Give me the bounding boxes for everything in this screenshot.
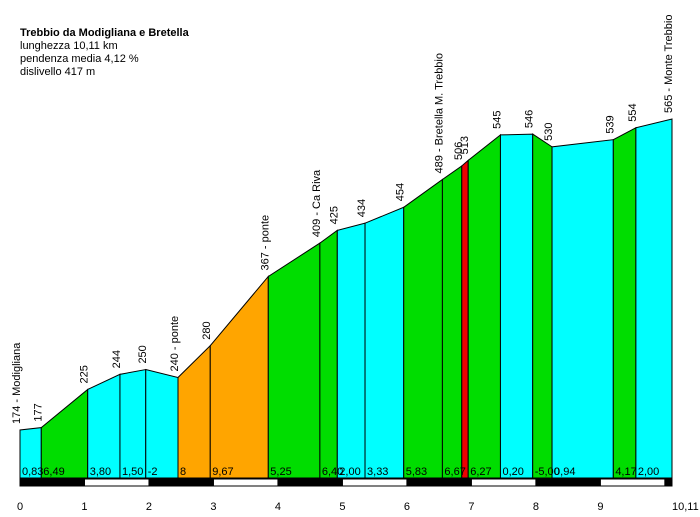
x-tick-label: 1 [81, 501, 87, 513]
x-tick-label: 6 [404, 501, 410, 513]
profile-segment [119, 368, 147, 479]
profile-segments [19, 118, 673, 479]
info-length: lunghezza 10,11 km [20, 40, 118, 52]
profile-segment [177, 344, 211, 479]
grade-label: 0,94 [554, 466, 575, 478]
axis-segment [277, 478, 343, 487]
axis-segment [148, 478, 214, 487]
info-elevation-gain: dislivello 417 m [20, 66, 96, 78]
grade-label: 6,27 [470, 466, 491, 478]
profile-segment [145, 368, 179, 479]
elevation-label: 425 [328, 206, 340, 224]
profile-segment [336, 222, 366, 479]
x-tick-label: 3 [210, 501, 216, 513]
elevation-label: 539 [604, 115, 616, 133]
grade-labels: 0,83 6,49 3,80 1,50 -2 8 9,67 5,25 6,402,00 3,33 5… [22, 466, 659, 478]
profile-segment [499, 133, 534, 479]
axis-segment [406, 478, 472, 487]
chart-title: Trebbio da Modigliana e Bretella [20, 27, 189, 39]
grade-label: 3,80 [90, 466, 111, 478]
x-tick-label: 5 [339, 501, 345, 513]
profile-info: Trebbio da Modigliana e Bretella lunghez… [20, 26, 190, 79]
profile-segment [403, 178, 443, 479]
elevation-label: 546 [524, 110, 536, 128]
axis-segment [212, 478, 279, 487]
profile-segment [364, 206, 405, 479]
elevation-label: 506 [453, 142, 465, 160]
elevation-label: 409 - Ca Riva [311, 169, 323, 237]
elevation-label: 225 [79, 365, 91, 383]
x-tick-label: 10,11 [672, 501, 699, 513]
profile-segment [461, 159, 469, 479]
distance-axis: 0 1 2 3 4 5 6 7 8 9 10,11 [17, 478, 699, 513]
profile-segment [612, 126, 637, 479]
x-tick-label: 8 [533, 501, 539, 513]
profile-segment [40, 388, 89, 479]
profile-segment [635, 118, 673, 479]
x-tick-label: 9 [597, 501, 603, 513]
elevation-label: 489 - Bretella M. Trebbio [433, 53, 445, 173]
grade-label: 6,49 [43, 466, 64, 478]
grade-label: 0,83 [22, 466, 43, 478]
x-tick-label: 2 [146, 501, 152, 513]
grade-label: 5,25 [270, 466, 291, 478]
profile-segment [267, 242, 321, 479]
info-gradient: pendenza media 4,12 % [20, 53, 139, 65]
profile-segment [87, 373, 121, 479]
elevation-label: 513 [459, 136, 471, 154]
elevation-label: 240 - ponte [169, 316, 181, 372]
axis-segment [83, 478, 150, 487]
grade-label: 9,67 [212, 466, 233, 478]
grade-label: 2,00 [339, 466, 360, 478]
elevation-labels: 174 - Modigliana 177 225 244 250 240 - ponte 2… [11, 15, 675, 424]
axis-segment [19, 478, 85, 487]
profile-segment [532, 133, 553, 479]
grade-label: 6,67 [444, 466, 465, 478]
x-tick-label: 7 [468, 501, 474, 513]
elevation-label: 244 [111, 350, 123, 368]
grade-label: -5,00 [535, 466, 560, 478]
elevation-label: 280 [201, 321, 213, 339]
grade-label: 5,83 [406, 466, 427, 478]
elevation-label: 177 [32, 403, 44, 421]
x-tick-label: 0 [17, 501, 23, 513]
elevation-label: 554 [627, 103, 639, 121]
axis-segment [535, 478, 601, 487]
elevation-label: 174 - Modigliana [11, 342, 23, 424]
axis-segment [664, 478, 673, 487]
x-tick-label: 4 [275, 501, 281, 513]
profile-segment [441, 164, 463, 479]
profile-segment [551, 139, 614, 479]
elevation-label: 367 - ponte [259, 215, 271, 271]
elevation-label: 454 [395, 183, 407, 201]
grade-label: 6,40 [322, 466, 343, 478]
axis-segment [341, 478, 408, 487]
profile-segment [209, 275, 269, 479]
grade-label: 0,20 [502, 466, 523, 478]
axis-segment [470, 478, 537, 487]
grade-label: -2 [148, 466, 158, 478]
axis-segment [599, 478, 666, 487]
elevation-label: 530 [543, 122, 555, 140]
grade-label: 1,50 [122, 466, 143, 478]
grade-label: 3,33 [367, 466, 388, 478]
grade-label: 8 [180, 466, 186, 478]
profile-segment [467, 133, 501, 479]
elevation-label: 565 - Monte Trebbio [663, 15, 675, 113]
grade-label: 4,17 [615, 466, 636, 478]
grade-label: 2,00 [638, 466, 659, 478]
elevation-label: 545 [491, 111, 503, 129]
elevation-label: 434 [356, 199, 368, 217]
profile-segment [319, 229, 338, 479]
elevation-label: 250 [137, 345, 149, 363]
